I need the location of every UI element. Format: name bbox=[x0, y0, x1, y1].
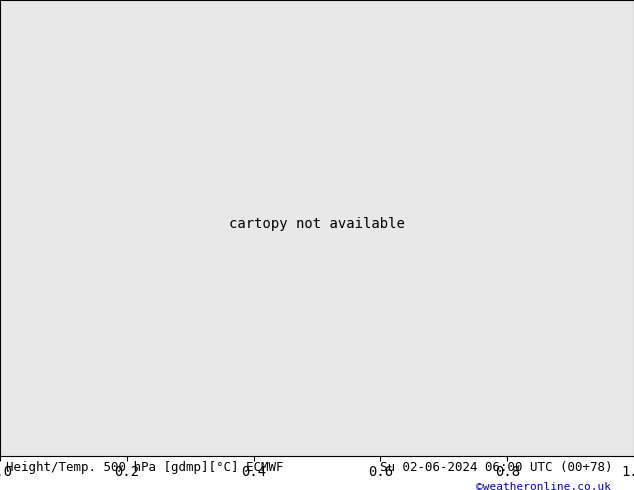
Text: Su 02-06-2024 06:00 UTC (00+78): Su 02-06-2024 06:00 UTC (00+78) bbox=[380, 461, 613, 474]
Text: ©weatheronline.co.uk: ©weatheronline.co.uk bbox=[476, 482, 611, 490]
Text: Height/Temp. 500 hPa [gdmp][°C] ECMWF: Height/Temp. 500 hPa [gdmp][°C] ECMWF bbox=[6, 461, 284, 474]
Text: cartopy not available: cartopy not available bbox=[229, 217, 405, 231]
